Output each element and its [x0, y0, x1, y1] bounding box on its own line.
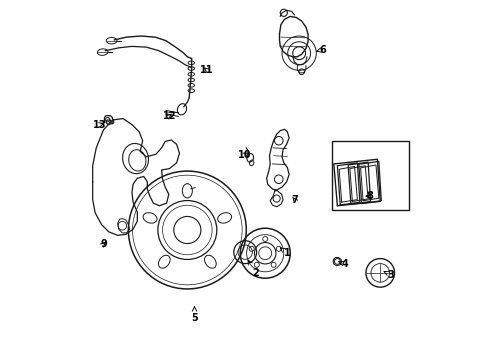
Text: 1: 1	[280, 248, 290, 258]
Text: 3: 3	[383, 270, 393, 280]
Text: 13: 13	[93, 120, 106, 130]
Bar	[331, 141, 408, 210]
Text: 6: 6	[316, 45, 326, 55]
Text: 7: 7	[290, 195, 297, 204]
Text: 10: 10	[237, 150, 251, 160]
Text: 12: 12	[163, 111, 176, 121]
Text: 11: 11	[200, 65, 213, 75]
Text: 8: 8	[366, 191, 372, 201]
Text: 4: 4	[338, 259, 347, 269]
Text: 2: 2	[247, 260, 258, 278]
Text: 9: 9	[100, 239, 106, 249]
Text: 5: 5	[191, 307, 198, 323]
